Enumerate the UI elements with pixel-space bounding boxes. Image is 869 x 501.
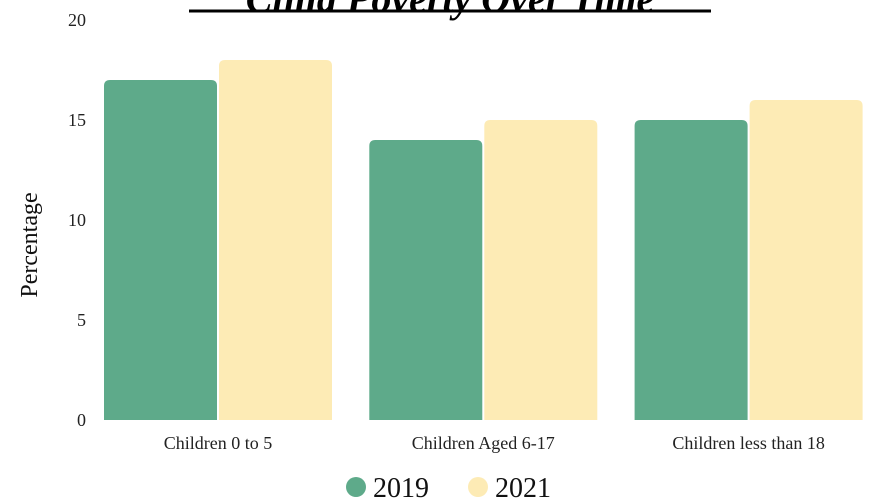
x-tick-label: Children Aged 6-17 (412, 433, 555, 453)
bar-2021-3 (749, 100, 863, 420)
legend-label-2019: 2019 (373, 473, 429, 501)
legend-label-2021: 2021 (495, 473, 551, 501)
x-axis-ticks: Children 0 to 5 Children Aged 6-17 Childre… (164, 433, 825, 453)
y-axis-title: Percentage (17, 192, 43, 297)
bar-2019-2 (369, 140, 483, 420)
chart-title-group: Child Poverty Over Time (189, 0, 711, 21)
bar-2019-1 (104, 80, 217, 420)
y-tick-label: 5 (77, 310, 86, 330)
y-axis-ticks: 0 5 10 15 20 (68, 10, 86, 430)
bar-2019-3 (634, 120, 748, 420)
legend-marker-2021 (468, 477, 488, 497)
y-tick-label: 20 (68, 10, 86, 30)
legend: 2019 2021 (346, 473, 551, 501)
x-tick-label: Children less than 18 (672, 433, 824, 453)
legend-marker-2019 (346, 477, 366, 497)
bar-2021-2 (484, 120, 598, 420)
x-tick-label: Children 0 to 5 (164, 433, 273, 453)
y-tick-label: 0 (77, 410, 86, 430)
y-tick-label: 10 (68, 210, 86, 230)
y-tick-label: 15 (68, 110, 86, 130)
bar-series (104, 60, 863, 420)
bar-2021-1 (219, 60, 332, 420)
